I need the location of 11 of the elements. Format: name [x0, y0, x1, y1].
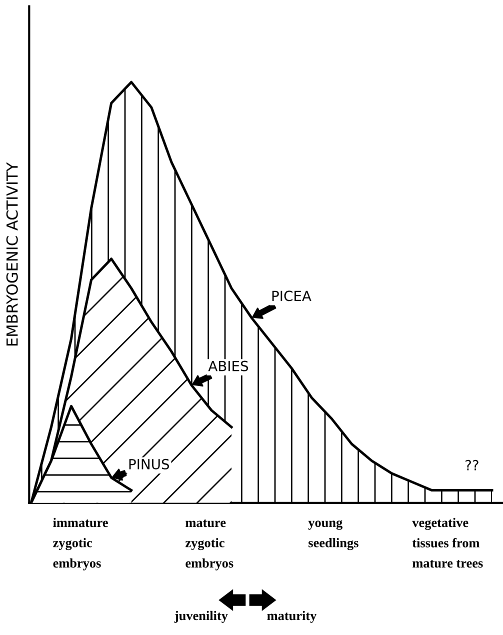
text: young seedlings — [308, 520, 358, 550]
text: maturity — [267, 610, 317, 623]
series-label: PICEA — [272, 290, 312, 302]
text: mature zygotic embryos — [185, 520, 234, 570]
annotation: ?? — [466, 460, 478, 470]
y-axis-title: EMBRYOGENIC ACTIVITY — [6, 162, 18, 346]
text: juvenility — [174, 610, 228, 623]
series-label: PINUS — [129, 458, 170, 470]
text: vegetative tissues from mature trees — [412, 518, 483, 568]
text: immature zygotic embryos — [53, 518, 108, 570]
series-label: ABIES — [208, 360, 248, 372]
